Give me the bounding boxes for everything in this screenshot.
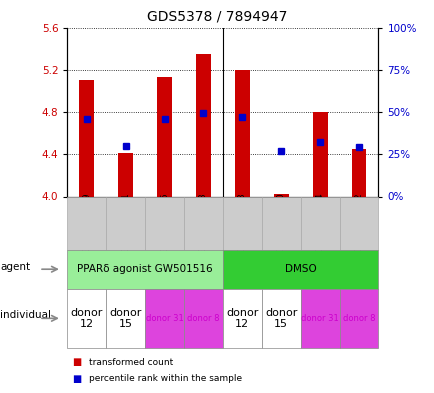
Text: GSM1001500: GSM1001500: [276, 193, 285, 253]
Bar: [118, 153, 133, 196]
Text: donor 31: donor 31: [301, 314, 338, 323]
Text: individual: individual: [0, 310, 51, 320]
Text: DMSO: DMSO: [284, 264, 316, 274]
Text: GSM1001498: GSM1001498: [237, 193, 247, 253]
Bar: [312, 112, 327, 196]
Text: agent: agent: [0, 262, 30, 272]
Text: ■: ■: [72, 357, 81, 367]
Bar: [273, 195, 288, 196]
Text: GSM1001499: GSM1001499: [82, 193, 91, 253]
Bar: [157, 77, 171, 196]
Text: percentile rank within the sample: percentile rank within the sample: [89, 374, 242, 383]
Text: donor
15: donor 15: [109, 308, 141, 329]
Text: PPARδ agonist GW501516: PPARδ agonist GW501516: [77, 264, 213, 274]
Bar: [196, 54, 210, 196]
Text: donor
12: donor 12: [226, 308, 258, 329]
Text: donor
12: donor 12: [70, 308, 103, 329]
Text: transformed count: transformed count: [89, 358, 173, 367]
Text: donor 8: donor 8: [187, 314, 219, 323]
Text: donor 8: donor 8: [342, 314, 375, 323]
Text: GSM1001505: GSM1001505: [160, 193, 169, 253]
Text: donor 31: donor 31: [145, 314, 183, 323]
Text: GSM1001503: GSM1001503: [198, 193, 207, 253]
Text: GDS5378 / 7894947: GDS5378 / 7894947: [147, 10, 287, 24]
Text: GSM1001502: GSM1001502: [354, 193, 363, 253]
Bar: [234, 70, 249, 196]
Text: ■: ■: [72, 374, 81, 384]
Text: GSM1001501: GSM1001501: [121, 193, 130, 253]
Bar: [79, 80, 94, 196]
Text: donor
15: donor 15: [264, 308, 297, 329]
Bar: [351, 149, 365, 196]
Text: GSM1001504: GSM1001504: [315, 193, 324, 253]
